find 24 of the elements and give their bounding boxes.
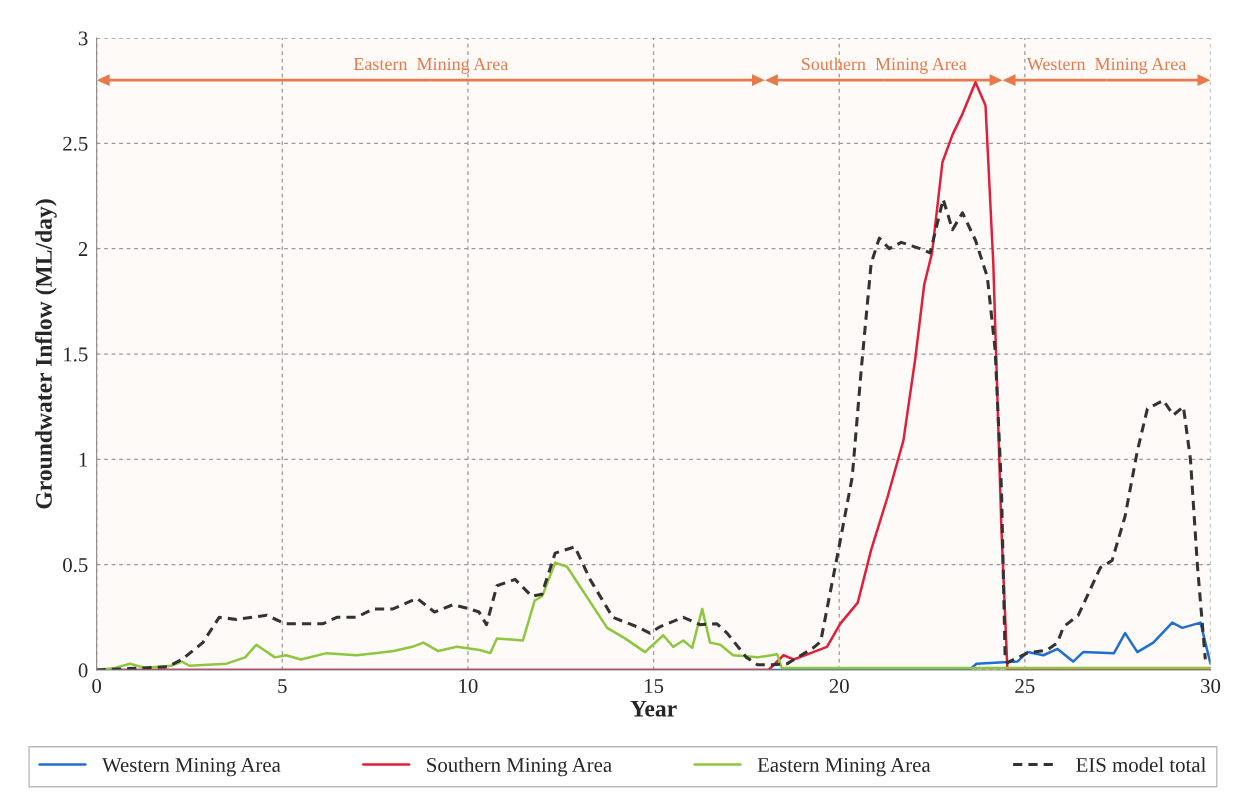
line-series — [96, 197, 1207, 670]
y-tick-label: 1.5 — [64, 347, 88, 362]
x-tick-label: 20 — [829, 678, 849, 693]
x-tick-label: 10 — [459, 678, 478, 693]
x-axis-title: Year — [630, 700, 677, 717]
legend-label: Southern Mining Area — [427, 757, 612, 777]
x-tick-label: 0 — [92, 678, 102, 693]
x-tick-label: 15 — [644, 679, 664, 693]
band-label: Western Mining Area — [1026, 57, 1187, 74]
x-tick-label: 30 — [1201, 678, 1221, 693]
y-tick-label: 2 — [78, 242, 88, 256]
x-tick-label: 25 — [1015, 678, 1035, 693]
legend-label: Eastern Mining Area — [757, 757, 931, 777]
band-label: Eastern Mining Area — [353, 57, 509, 74]
legend-label: EIS model total — [1076, 757, 1206, 772]
x-tick-label: 5 — [278, 679, 287, 693]
y-axis-title: Groundwater Inflow (ML/day) — [34, 199, 57, 509]
y-tick-label: 0 — [78, 663, 88, 678]
y-tick-label: 2.5 — [63, 136, 88, 151]
legend-label: Western Mining Area — [102, 757, 281, 777]
y-tick-label: 1 — [79, 452, 88, 467]
y-tick-label: 3 — [78, 31, 88, 46]
band-label: Southern Mining Area — [801, 57, 967, 74]
y-tick-label: 0.5 — [63, 558, 88, 573]
